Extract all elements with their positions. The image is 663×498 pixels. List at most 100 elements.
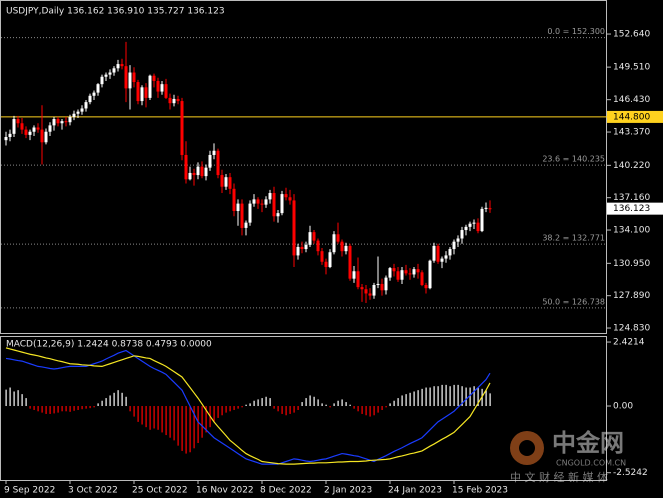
histogram-bar	[365, 406, 367, 416]
price-tag	[607, 202, 663, 215]
histogram-bar	[273, 406, 275, 409]
histogram-bar	[313, 396, 315, 407]
candle-body	[384, 277, 388, 291]
candle-body	[464, 226, 468, 231]
histogram-bar	[9, 387, 11, 407]
candle-body	[444, 255, 448, 259]
histogram-bar	[97, 403, 99, 407]
histogram-bar	[381, 406, 383, 410]
histogram-bar	[413, 391, 415, 407]
histogram-bar	[433, 386, 435, 407]
macd-line	[5, 347, 491, 465]
main-panel-frame	[0, 0, 607, 334]
candle-body	[236, 203, 240, 212]
candle-body	[152, 75, 156, 81]
histogram-bar	[105, 398, 107, 407]
histogram-bar	[77, 406, 79, 410]
price-tag-label: 136.123	[613, 204, 650, 214]
histogram-bar	[449, 386, 451, 407]
histogram-bar	[477, 387, 479, 407]
watermark: 中金网 CNGOLD.COM.CN 中 文 财 经 新 媒 体	[510, 429, 626, 484]
histogram-bar	[389, 403, 391, 407]
candle-body	[320, 251, 324, 262]
histogram-bar	[93, 406, 95, 408]
candle-body	[112, 68, 116, 73]
histogram-bar	[373, 406, 375, 416]
x-tick-label: 25 Oct 2022	[132, 486, 188, 496]
candle-body	[440, 258, 444, 262]
candle-body	[388, 268, 392, 278]
x-tick-label: 3 Oct 2022	[68, 486, 118, 496]
histogram-bar	[289, 406, 291, 414]
candle-body	[328, 252, 332, 268]
histogram-bar	[213, 406, 215, 422]
candle-body	[140, 87, 144, 102]
candle-body	[472, 222, 476, 224]
histogram-bar	[129, 406, 131, 412]
y-tick-label: 134.100	[613, 226, 650, 236]
histogram-bar	[81, 406, 83, 410]
candle-body	[208, 154, 212, 168]
histogram-bar	[53, 406, 55, 414]
fibo-label: 38.2 = 132.771	[542, 234, 605, 243]
candle-body	[224, 177, 228, 187]
histogram-bar	[73, 406, 75, 411]
histogram-bar	[233, 406, 235, 410]
candle-body	[456, 238, 460, 242]
candle-body	[52, 119, 56, 126]
y-tick-label: 0.00	[613, 402, 633, 412]
candle-body	[200, 166, 204, 177]
level-tag-label: 144.800	[613, 112, 650, 122]
histogram-bar	[41, 406, 43, 413]
candle-body	[260, 203, 264, 205]
candle-body	[308, 232, 312, 245]
candle-body	[12, 119, 16, 134]
candle-body	[16, 119, 20, 124]
candle-body	[172, 98, 176, 104]
candle-body	[284, 194, 288, 198]
candle-body	[108, 72, 112, 75]
candle-body	[380, 283, 384, 291]
candle-body	[488, 208, 492, 210]
histogram-bar	[181, 406, 183, 451]
y-tick-label: 2.4214	[613, 338, 645, 348]
histogram-bar	[361, 406, 363, 414]
histogram-bar	[201, 406, 203, 438]
histogram-bar	[321, 403, 323, 407]
candle-body	[292, 200, 296, 256]
candle-body	[228, 177, 232, 189]
candle-body	[448, 249, 452, 256]
candle-body	[188, 172, 192, 180]
candle-body	[412, 269, 416, 275]
histogram-bar	[301, 402, 303, 407]
chart-title: USDJPY,Daily 136.162 136.910 135.727 136…	[6, 7, 225, 17]
candle-body	[64, 121, 68, 123]
histogram-bar	[469, 387, 471, 407]
histogram-bar	[245, 404, 247, 407]
candle-body	[352, 271, 356, 279]
candle-body	[336, 234, 340, 242]
histogram-bar	[33, 406, 35, 410]
x-tick-label: 8 Dec 2022	[260, 486, 312, 496]
candle-body	[56, 119, 60, 124]
candle-body	[288, 197, 292, 201]
candle-body	[84, 102, 88, 109]
histogram-bar	[401, 395, 403, 407]
candle-body	[424, 285, 428, 289]
candle-body	[8, 133, 12, 138]
candle-body	[128, 72, 132, 89]
candle-body	[132, 72, 136, 83]
histogram-bar	[149, 406, 151, 430]
candle-body	[240, 203, 244, 228]
x-tick-label: 9 Sep 2022	[4, 486, 55, 496]
candle-body	[276, 213, 280, 217]
histogram-bar	[421, 388, 423, 407]
histogram-bar	[133, 406, 135, 417]
histogram-bar	[297, 406, 299, 410]
candle-body	[484, 207, 488, 209]
candle-body	[68, 116, 72, 123]
histogram-bar	[189, 406, 191, 453]
histogram-bar	[349, 404, 351, 407]
histogram-bar	[25, 398, 27, 407]
